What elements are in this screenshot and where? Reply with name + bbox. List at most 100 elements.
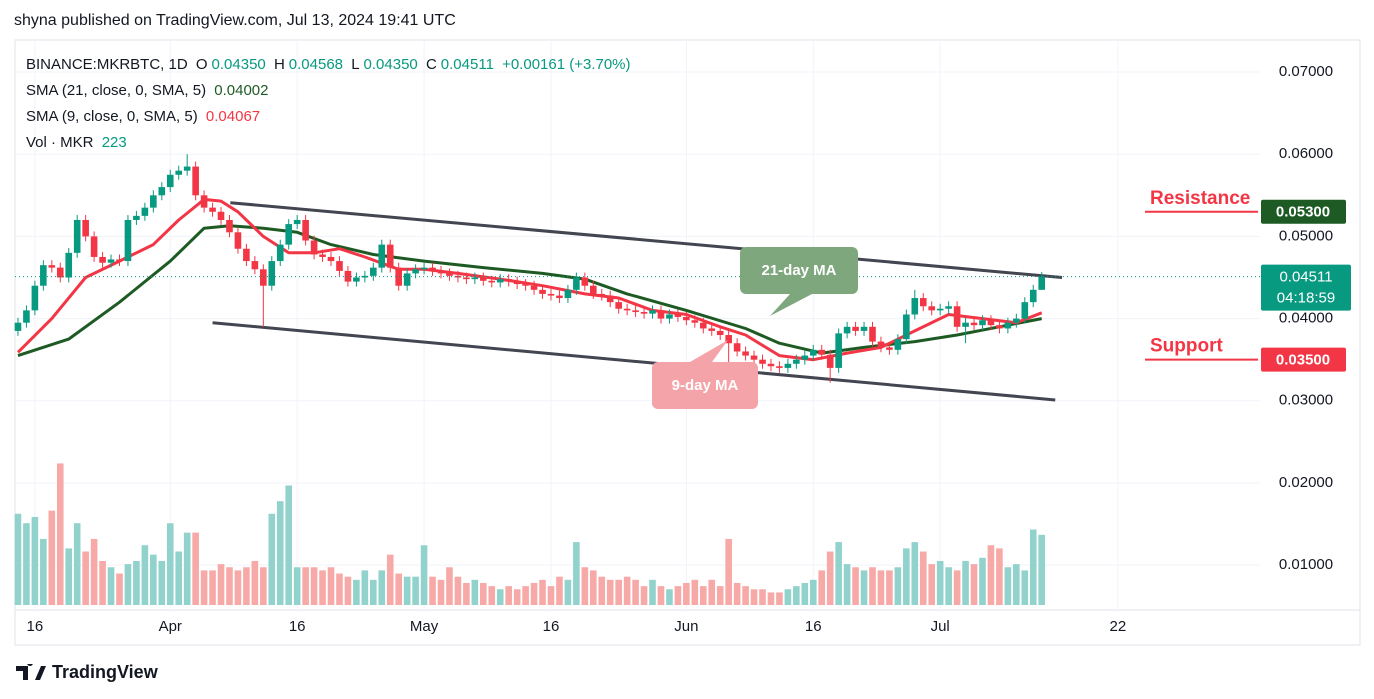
- candle-body: [623, 308, 631, 311]
- candle-body: [564, 289, 572, 299]
- volume-bar: [107, 567, 115, 605]
- volume-bar: [936, 560, 944, 605]
- candle-body: [260, 269, 267, 286]
- volume-bar: [437, 579, 445, 605]
- volume-bar: [496, 589, 504, 605]
- candle-body: [370, 267, 377, 276]
- volume-bar: [826, 551, 834, 605]
- volume-bar: [302, 567, 309, 605]
- candle-body: [793, 359, 800, 364]
- logo: [16, 663, 46, 680]
- last-price-label: 0.04511: [1279, 269, 1332, 286]
- candle-body: [894, 339, 902, 350]
- candle-body: [209, 207, 216, 212]
- volume-bar: [276, 501, 284, 605]
- candle-body: [319, 254, 326, 257]
- candle-body: [573, 277, 580, 290]
- candle-body: [310, 240, 318, 255]
- volume-bar: [386, 554, 394, 605]
- candle-body: [826, 354, 834, 368]
- x-tick-label: 16: [27, 618, 44, 635]
- volume-bar: [251, 560, 259, 605]
- candle-body: [1038, 276, 1046, 290]
- y-tick-label: 0.01000: [1279, 556, 1333, 573]
- volume-bar: [919, 551, 927, 605]
- candle-body: [657, 310, 665, 319]
- x-tick-label: 16: [543, 618, 560, 635]
- volume-bar: [446, 567, 453, 605]
- brand: TradingView: [52, 662, 158, 682]
- annotation-pointer: [690, 340, 728, 362]
- ohlc-key: O: [195, 56, 208, 73]
- candle-body: [463, 277, 470, 280]
- volume-bar: [99, 560, 106, 605]
- volume-bar: [90, 538, 98, 605]
- legend-row: SMA (21, close, 0, SMA, 5) 0.04002: [26, 78, 635, 104]
- candle-body: [742, 351, 749, 356]
- volume-bar: [217, 564, 225, 605]
- volume-bar: [285, 485, 293, 605]
- candle-body: [336, 261, 343, 271]
- volume-bar: [471, 579, 479, 605]
- legend-row: Vol · MKR 223: [26, 130, 635, 156]
- candle-body: [446, 273, 453, 276]
- annotation-text: 9-day MA: [672, 377, 739, 394]
- volume-bar: [598, 576, 606, 605]
- volume-bar: [31, 516, 39, 605]
- volume-bar: [632, 579, 639, 605]
- volume-bar: [192, 532, 199, 605]
- candle-body: [437, 270, 445, 274]
- candle-body: [243, 248, 250, 262]
- candle-body: [640, 312, 648, 314]
- x-tick-label: 16: [805, 618, 822, 635]
- volume-bar: [260, 567, 267, 605]
- volume-bar: [869, 567, 876, 605]
- volume-bar: [556, 576, 563, 605]
- volume-bar: [945, 567, 952, 605]
- countdown: 04:18:59: [1277, 290, 1335, 307]
- y-tick-label: 0.04000: [1279, 310, 1333, 327]
- volume-bar: [412, 576, 419, 605]
- candle-body: [353, 277, 360, 282]
- sma-label: SMA (21, close, 0, SMA, 5): [26, 82, 207, 99]
- legend-row: SMA (9, close, 0, SMA, 5) 0.04067: [26, 104, 635, 130]
- candle-body: [606, 295, 614, 303]
- channel-line: [230, 201, 1063, 279]
- volume-bar: [420, 545, 428, 605]
- volume-bar: [666, 589, 673, 605]
- candle-body: [953, 306, 961, 327]
- candle-body: [217, 211, 225, 220]
- chart-frame: [14, 39, 1361, 646]
- candle-body: [327, 256, 335, 262]
- candle-body: [843, 326, 851, 334]
- candle-body: [716, 330, 724, 336]
- volume-bar: [987, 545, 995, 605]
- volume-bar: [674, 586, 682, 605]
- x-tick-label: May: [410, 618, 439, 635]
- volume-bar: [784, 589, 792, 605]
- annotation-box: [740, 247, 858, 294]
- annotation-9: 9-day MA: [652, 340, 758, 409]
- y-tick-label: 0.05000: [1279, 227, 1333, 244]
- volume-bar: [835, 542, 842, 605]
- candle-body: [505, 279, 512, 282]
- candle-body: [471, 277, 479, 280]
- candle-body: [818, 349, 826, 355]
- volume-bar: [429, 576, 436, 605]
- volume-bar: [73, 523, 81, 605]
- volume-bar: [589, 570, 597, 605]
- candle-body: [361, 275, 369, 278]
- volume-bar: [860, 570, 868, 605]
- candle-body: [403, 273, 411, 286]
- volume-bar: [928, 564, 936, 605]
- volume-bar: [243, 567, 250, 605]
- candle-body: [530, 285, 538, 290]
- volume-bar: [970, 564, 978, 605]
- volume-bar: [1013, 564, 1020, 605]
- volume-bar: [454, 576, 462, 605]
- candle-body: [513, 281, 521, 285]
- candle-body: [970, 322, 978, 326]
- volume-bar: [1004, 567, 1012, 605]
- y-tick-label: 0.03000: [1279, 392, 1333, 409]
- volume-bar: [683, 582, 690, 605]
